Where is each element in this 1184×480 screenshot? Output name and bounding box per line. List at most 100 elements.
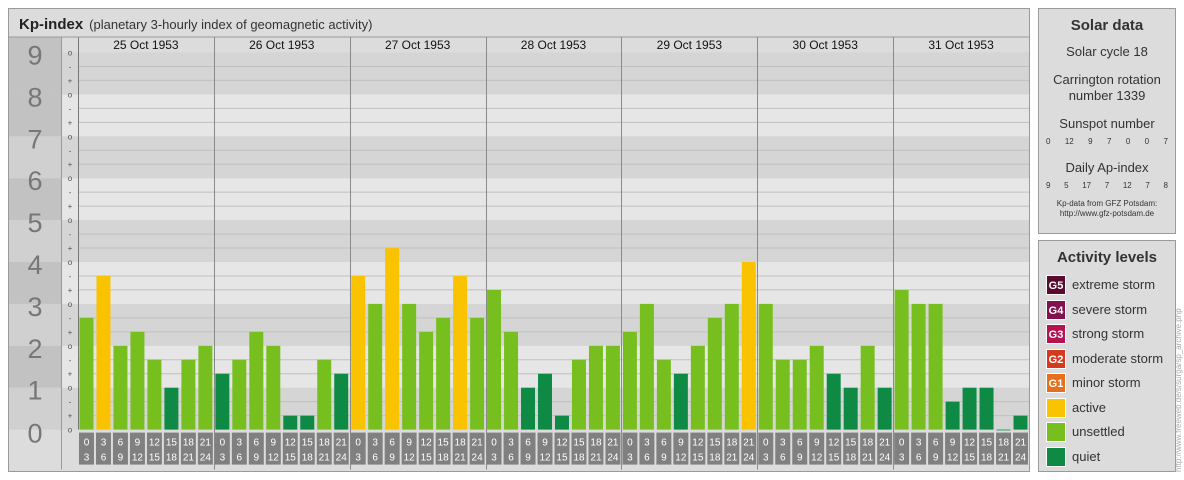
interval-start: 6 bbox=[797, 438, 803, 449]
interval-box bbox=[911, 432, 927, 465]
ap-label: Daily Ap-index bbox=[1065, 160, 1149, 175]
y-minor-label: + bbox=[68, 76, 73, 85]
interval-start: 0 bbox=[763, 438, 769, 449]
legend-swatch bbox=[1046, 446, 1066, 467]
day-label-0: 25 Oct 1953 bbox=[113, 38, 179, 52]
interval-start: 15 bbox=[166, 438, 178, 449]
y-band-4 bbox=[9, 220, 61, 262]
interval-box bbox=[265, 432, 281, 465]
y-band-9 bbox=[9, 37, 61, 95]
y-minor-label: + bbox=[68, 286, 73, 295]
y-minor-label: o bbox=[68, 174, 73, 183]
interval-end: 3 bbox=[763, 453, 769, 464]
interval-box bbox=[860, 432, 876, 465]
interval-end: 12 bbox=[675, 453, 687, 464]
y-tick-label-9: 9 bbox=[27, 41, 42, 71]
interval-end: 15 bbox=[556, 453, 568, 464]
bar-d2-s4 bbox=[419, 331, 434, 430]
interval-box bbox=[741, 432, 757, 465]
interval-box bbox=[1013, 432, 1028, 465]
sunspot-value-5: 0 bbox=[1144, 137, 1150, 146]
solar-data-panel: Solar data Solar cycle 18 Carrington rot… bbox=[1038, 8, 1176, 234]
band-5 bbox=[61, 178, 1029, 221]
legend-label: severe storm bbox=[1072, 301, 1148, 317]
interval-box bbox=[316, 432, 332, 465]
interval-start: 9 bbox=[135, 438, 141, 449]
interval-box bbox=[163, 432, 179, 465]
band-3 bbox=[61, 262, 1029, 304]
interval-end: 6 bbox=[101, 453, 107, 464]
y-minor-label: o bbox=[68, 342, 73, 351]
interval-end: 3 bbox=[899, 453, 905, 464]
interval-end: 15 bbox=[828, 453, 840, 464]
y-minor-label: - bbox=[69, 146, 72, 155]
interval-start: 18 bbox=[862, 438, 874, 449]
interval-box bbox=[214, 432, 230, 465]
interval-end: 24 bbox=[1015, 453, 1027, 464]
bar-d6-s0 bbox=[894, 289, 909, 430]
source-line2: http://www.gfz-potsdam.de bbox=[1059, 209, 1155, 218]
credit-text: http://www.freeweb.de/s/surga/sp_archive… bbox=[1174, 308, 1183, 472]
y-tick-label-6: 6 bbox=[27, 166, 42, 196]
interval-end: 3 bbox=[627, 453, 633, 464]
sunspot-values: 0 12 9 7 0 0 7 bbox=[1039, 137, 1175, 146]
y-minor-label: + bbox=[68, 202, 73, 211]
band-8 bbox=[61, 52, 1029, 95]
carrington-line2: number 1339 bbox=[1068, 88, 1146, 103]
interval-start: 18 bbox=[183, 438, 195, 449]
bar-d4-s6 bbox=[724, 303, 739, 430]
interval-end: 24 bbox=[607, 453, 619, 464]
interval-end: 21 bbox=[590, 453, 602, 464]
y-minor-label: o bbox=[68, 384, 73, 393]
interval-end: 21 bbox=[998, 453, 1010, 464]
legend-label: active bbox=[1072, 399, 1106, 415]
legend-label: quiet bbox=[1072, 448, 1101, 464]
solar-data-title: Solar data bbox=[1070, 17, 1144, 34]
y-tick-label-5: 5 bbox=[27, 208, 42, 238]
y-minor-label: o bbox=[68, 90, 73, 99]
interval-start: 0 bbox=[84, 438, 90, 449]
bar-d6-s6 bbox=[996, 429, 1011, 431]
interval-end: 6 bbox=[237, 453, 243, 464]
y-minor-label: + bbox=[68, 328, 73, 337]
y-minor-label: + bbox=[68, 244, 73, 253]
interval-start: 12 bbox=[149, 438, 161, 449]
interval-end: 21 bbox=[319, 453, 331, 464]
y-band-1 bbox=[9, 345, 61, 388]
bar-d5-s1 bbox=[775, 359, 790, 430]
legend-label: minor storm bbox=[1072, 375, 1141, 390]
interval-start: 3 bbox=[237, 438, 243, 449]
day-label-1: 26 Oct 1953 bbox=[249, 38, 315, 52]
y-tick-label-3: 3 bbox=[27, 292, 42, 322]
interval-box bbox=[979, 432, 995, 465]
interval-box bbox=[690, 432, 706, 465]
bar-d1-s3 bbox=[266, 345, 281, 430]
ap-value-6: 8 bbox=[1163, 181, 1168, 190]
interval-end: 12 bbox=[947, 453, 959, 464]
interval-end: 6 bbox=[508, 453, 514, 464]
interval-start: 15 bbox=[981, 438, 993, 449]
interval-start: 9 bbox=[271, 438, 277, 449]
interval-start: 3 bbox=[101, 438, 107, 449]
interval-box bbox=[758, 432, 774, 465]
legend-swatch bbox=[1046, 422, 1066, 442]
bar-d5-s2 bbox=[792, 359, 807, 430]
interval-start: 21 bbox=[200, 438, 212, 449]
band-2 bbox=[61, 303, 1029, 346]
ap-value-4: 12 bbox=[1122, 181, 1132, 190]
bar-d3-s6 bbox=[588, 345, 603, 430]
interval-end: 18 bbox=[302, 453, 314, 464]
ap-value-3: 7 bbox=[1104, 181, 1110, 190]
interval-start: 0 bbox=[355, 438, 361, 449]
bar-d4-s4 bbox=[690, 345, 705, 430]
bar-d0-s2 bbox=[113, 345, 128, 430]
interval-box bbox=[197, 432, 213, 465]
ap-value-5: 7 bbox=[1145, 181, 1150, 190]
interval-box bbox=[95, 432, 111, 465]
legend-item-strong-storm: G3 strong storm bbox=[1046, 324, 1176, 344]
ap-values: 9 5 17 7 12 7 8 bbox=[1039, 181, 1175, 190]
bar-d2-s2 bbox=[385, 248, 400, 430]
interval-start: 12 bbox=[556, 438, 568, 449]
bar-d4-s2 bbox=[656, 359, 671, 430]
y-band-7 bbox=[9, 94, 61, 137]
